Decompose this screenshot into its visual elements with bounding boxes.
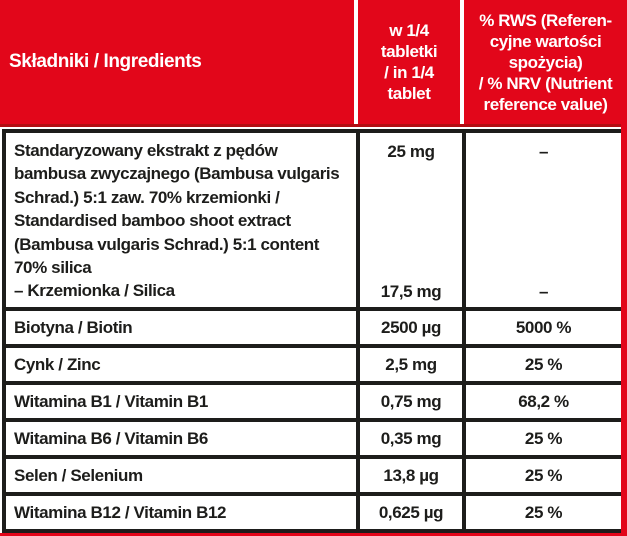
red-edge-bottom (0, 533, 627, 536)
table-row-zinc: Cynk / Zinc 2,5 mg 25 % (6, 348, 621, 385)
header-ingredients-cell: Składniki / Ingredients (0, 0, 358, 124)
ingredient-amounts: 25 mg 17,5 mg (360, 133, 466, 307)
ingredient-name: Witamina B1 / Vitamin B1 (6, 385, 360, 418)
ingredient-name: Cynk / Zinc (6, 348, 360, 381)
table-row-vitamin-b12: Witamina B12 / Vitamin B12 0,625 µg 25 % (6, 496, 621, 533)
ingredient-amount: 0,35 mg (360, 422, 466, 455)
ingredient-name: Witamina B6 / Vitamin B6 (6, 422, 360, 455)
ingredient-amount: 2,5 mg (360, 348, 466, 381)
table-body: Standaryzowany ekstrakt z pędów bambusa … (2, 129, 621, 533)
table-row-biotin: Biotyna / Biotin 2500 µg 5000 % (6, 311, 621, 348)
ingredient-name: Biotyna / Biotin (6, 311, 360, 344)
ingredient-rws: 25 % (524, 465, 563, 485)
ingredient-rws: 68,2 % (518, 391, 569, 411)
header-per-tablet-cell: w 1/4 tabletki / in 1/4 tablet (358, 0, 464, 124)
ingredient-rws: 5000 % (515, 317, 572, 337)
red-edge-right (621, 0, 627, 536)
ingredient-rws: 25 % (524, 502, 563, 522)
table-row-bamboo-extract: Standaryzowany ekstrakt z pędów bambusa … (6, 133, 621, 311)
ingredient-rws: 25 % (524, 354, 563, 374)
amount-value-top: 25 mg (387, 142, 435, 161)
ingredient-amount: 2500 µg (360, 311, 466, 344)
table-header: Składniki / Ingredients w 1/4 tabletki /… (0, 0, 627, 127)
ingredient-amount: 0,75 mg (360, 385, 466, 418)
header-rws-nrv-cell: % RWS (Referen- cyjne wartości spożycia)… (478, 10, 613, 114)
rws-dash-top: – (538, 142, 549, 161)
ingredient-name: Selen / Selenium (6, 459, 360, 492)
table-row-vitamin-b1: Witamina B1 / Vitamin B1 0,75 mg 68,2 % (6, 385, 621, 422)
ingredient-amount: 0,625 µg (360, 496, 466, 529)
rws-dash-bottom: – (538, 282, 549, 301)
amount-value-bottom: 17,5 mg (380, 282, 442, 301)
ingredient-name: Witamina B12 / Vitamin B12 (6, 496, 360, 529)
ingredient-name: Standaryzowany ekstrakt z pędów bambusa … (6, 133, 360, 307)
ingredient-amount: 13,8 µg (360, 459, 466, 492)
table-row-selenium: Selen / Selenium 13,8 µg 25 % (6, 459, 621, 496)
table-row-vitamin-b6: Witamina B6 / Vitamin B6 0,35 mg 25 % (6, 422, 621, 459)
ingredient-rws: 25 % (524, 428, 563, 448)
ingredient-rws: – – (466, 133, 621, 307)
